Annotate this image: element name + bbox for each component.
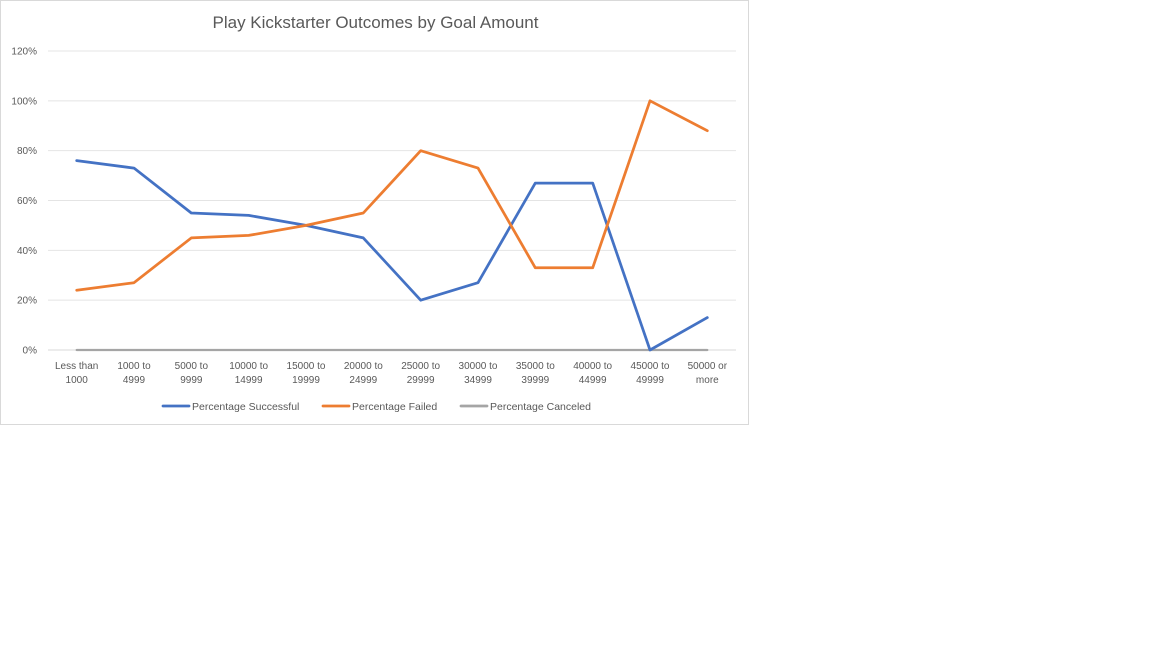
legend-label: Percentage Canceled [490,401,591,413]
y-tick-label: 80% [17,146,37,157]
y-tick-label: 0% [23,346,38,357]
y-tick-label: 60% [17,196,37,207]
x-tick-label: Less than 1000 [55,361,98,386]
x-tick-label: 40000 to 44999 [573,361,612,386]
x-tick-label: 50000 or more [688,361,728,386]
y-tick-label: 120% [11,47,37,58]
series-lines [75,99,709,352]
x-axis-ticks: Less than 1000 1000 to 4999 5000 to 9999 10000… [55,361,728,386]
series-line-percentage-failed [75,99,709,292]
x-tick-label: 15000 to 19999 [287,361,326,386]
x-tick-label: 1000 to 4999 [117,361,151,386]
x-tick-label: 45000 to 49999 [631,361,670,386]
chart-title: Play Kickstarter Outcomes by Goal Amount [212,13,539,32]
legend-label: Percentage Failed [352,401,437,413]
y-tick-label: 100% [11,96,37,107]
y-tick-label: 40% [17,246,37,257]
x-tick-label: 35000 to 39999 [516,361,555,386]
x-tick-label: 20000 to 24999 [344,361,383,386]
x-tick-label: 30000 to 34999 [459,361,498,386]
series-line-percentage-successful [75,159,709,352]
x-tick-label: 25000 to 29999 [401,361,440,386]
legend: Percentage Successful Percentage Failed Pe… [161,401,591,413]
x-tick-label: 5000 to 9999 [175,361,209,386]
gridlines [48,50,736,351]
chart-area: Play Kickstarter Outcomes by Goal Amount… [0,0,749,425]
line-chart: 0% 20% 40% 60% 80% 100% 120% Less than 1000 1000… [11,47,736,413]
legend-label: Percentage Successful [192,401,299,413]
y-axis-ticks: 0% 20% 40% 60% 80% 100% 120% [11,47,37,357]
x-tick-label: 10000 to 14999 [229,361,268,386]
y-tick-label: 20% [17,296,37,307]
